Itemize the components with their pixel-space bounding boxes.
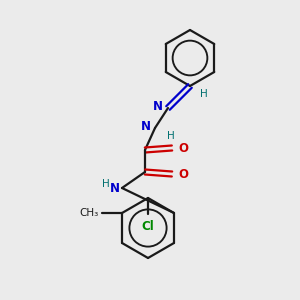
Text: N: N [153, 100, 163, 113]
Text: Cl: Cl [142, 220, 154, 233]
Text: O: O [178, 142, 188, 154]
Text: H: H [167, 131, 175, 141]
Text: O: O [178, 167, 188, 181]
Text: N: N [141, 121, 151, 134]
Text: N: N [110, 182, 120, 196]
Text: H: H [102, 179, 110, 189]
Text: H: H [200, 89, 208, 99]
Text: CH₃: CH₃ [80, 208, 99, 218]
